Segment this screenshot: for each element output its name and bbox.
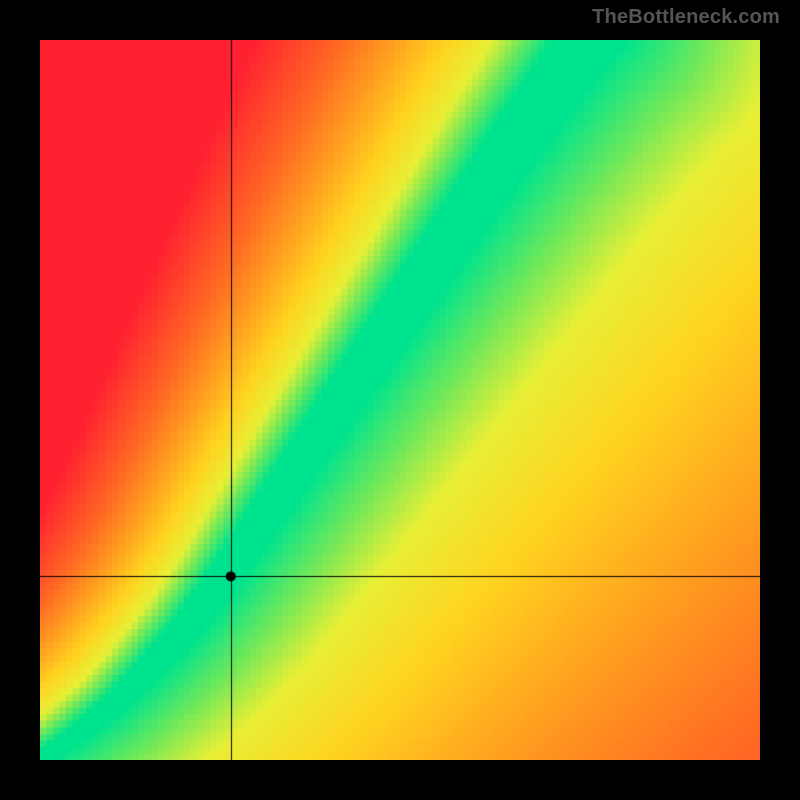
crosshair-overlay [40, 40, 760, 760]
chart-container: TheBottleneck.com [0, 0, 800, 800]
watermark-text: TheBottleneck.com [592, 6, 780, 29]
